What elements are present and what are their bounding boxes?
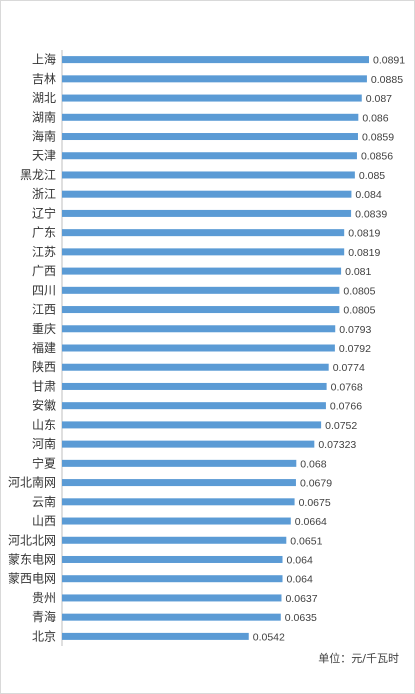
bar [62, 459, 297, 467]
value-label: 0.0793 [339, 324, 371, 336]
value-label: 0.064 [287, 574, 313, 586]
category-label: 湖北 [32, 90, 56, 105]
category-label: 重庆 [32, 322, 56, 336]
category-label: 安徽 [32, 398, 56, 413]
value-label: 0.0885 [371, 74, 403, 86]
value-label: 0.0637 [285, 593, 317, 605]
category-label: 宁夏 [32, 455, 56, 470]
bar [62, 209, 352, 217]
unit-note: 单位：元/千瓦时 [318, 652, 399, 665]
category-label: 广东 [32, 226, 56, 240]
value-label: 0.0805 [343, 285, 375, 297]
value-label: 0.0891 [373, 55, 405, 67]
bar [62, 555, 283, 563]
value-label: 0.0859 [362, 132, 394, 144]
bar [62, 632, 249, 640]
category-label: 云南 [32, 494, 56, 509]
bar [62, 536, 287, 544]
value-label: 0.0542 [253, 631, 285, 643]
bar [62, 306, 340, 314]
category-label: 青海 [32, 609, 56, 624]
category-label: 山西 [32, 514, 56, 528]
bar [62, 229, 345, 237]
bar [62, 363, 329, 371]
value-label: 0.0651 [290, 535, 322, 547]
value-label: 0.084 [355, 189, 381, 201]
value-label: 0.0805 [343, 305, 375, 317]
value-label: 0.085 [359, 170, 385, 182]
value-label: 0.087 [366, 93, 392, 105]
value-label: 0.068 [300, 458, 326, 470]
value-label: 0.086 [362, 112, 388, 124]
bar [62, 133, 358, 141]
category-label: 辽宁 [32, 205, 56, 220]
bar [62, 575, 283, 583]
value-label: 0.0766 [330, 401, 362, 413]
bar [62, 344, 335, 352]
category-label: 江西 [32, 303, 56, 317]
category-label: 陕西 [32, 359, 56, 374]
category-label: 河北北网 [8, 533, 56, 547]
category-label: 北京 [32, 629, 56, 643]
category-label: 浙江 [32, 187, 56, 201]
value-label: 0.0675 [299, 497, 331, 509]
category-label: 湖南 [32, 109, 56, 124]
bar [62, 94, 362, 102]
bar [62, 248, 345, 256]
bar [62, 382, 327, 390]
category-label: 江苏 [32, 245, 56, 259]
value-label: 0.0792 [339, 343, 371, 355]
category-label: 海南 [32, 129, 56, 144]
value-label: 0.0635 [285, 612, 317, 624]
value-label: 0.064 [287, 554, 313, 566]
bar [62, 75, 367, 83]
value-label: 0.0819 [348, 247, 380, 259]
value-label: 0.0856 [361, 151, 393, 163]
value-label: 0.0839 [355, 208, 387, 220]
category-label: 贵州 [32, 591, 56, 605]
bar [62, 479, 296, 487]
bar [62, 325, 336, 333]
bar [62, 421, 322, 429]
category-label: 山东 [32, 418, 56, 432]
category-label: 蒙西电网 [8, 572, 56, 586]
value-label: 0.0768 [331, 381, 363, 393]
bar [62, 402, 326, 410]
bar [62, 56, 369, 64]
category-label: 上海 [32, 52, 56, 67]
value-label: 0.0664 [295, 516, 327, 528]
bar [62, 152, 357, 160]
category-label: 广西 [32, 264, 56, 278]
category-label: 黑龙江 [20, 168, 56, 182]
value-label: 0.07323 [318, 439, 356, 451]
category-label: 吉林 [32, 72, 56, 86]
value-label: 0.0819 [348, 228, 380, 240]
bar [62, 286, 340, 294]
value-label: 0.0752 [325, 420, 357, 432]
category-label: 河南 [32, 436, 56, 451]
bar [62, 171, 355, 179]
bar [62, 267, 342, 275]
category-label: 天津 [32, 149, 56, 163]
value-label: 0.0774 [333, 362, 365, 374]
bar [62, 517, 291, 525]
value-labels-group: 0.0891 0.0885 0.087 0.086 0.0859 0.0856 0.085 0… [253, 55, 406, 644]
bar [62, 113, 359, 121]
category-label: 福建 [32, 340, 56, 355]
category-label: 河北南网 [8, 475, 56, 490]
bar [62, 190, 352, 198]
category-labels-group: 上海吉林湖北湖南海南天津黑龙江浙江辽宁广东江苏广西四川江西重庆福建陕西甘肃安徽山… [8, 52, 56, 644]
category-label: 蒙东电网 [8, 552, 56, 566]
category-label: 四川 [32, 283, 56, 297]
value-label: 0.0679 [300, 478, 332, 490]
category-label: 甘肃 [32, 379, 56, 393]
bars-group [62, 56, 369, 640]
bar [62, 498, 295, 506]
bar [62, 440, 315, 448]
value-label: 0.081 [345, 266, 371, 278]
bar [62, 613, 281, 621]
bar [62, 594, 282, 602]
